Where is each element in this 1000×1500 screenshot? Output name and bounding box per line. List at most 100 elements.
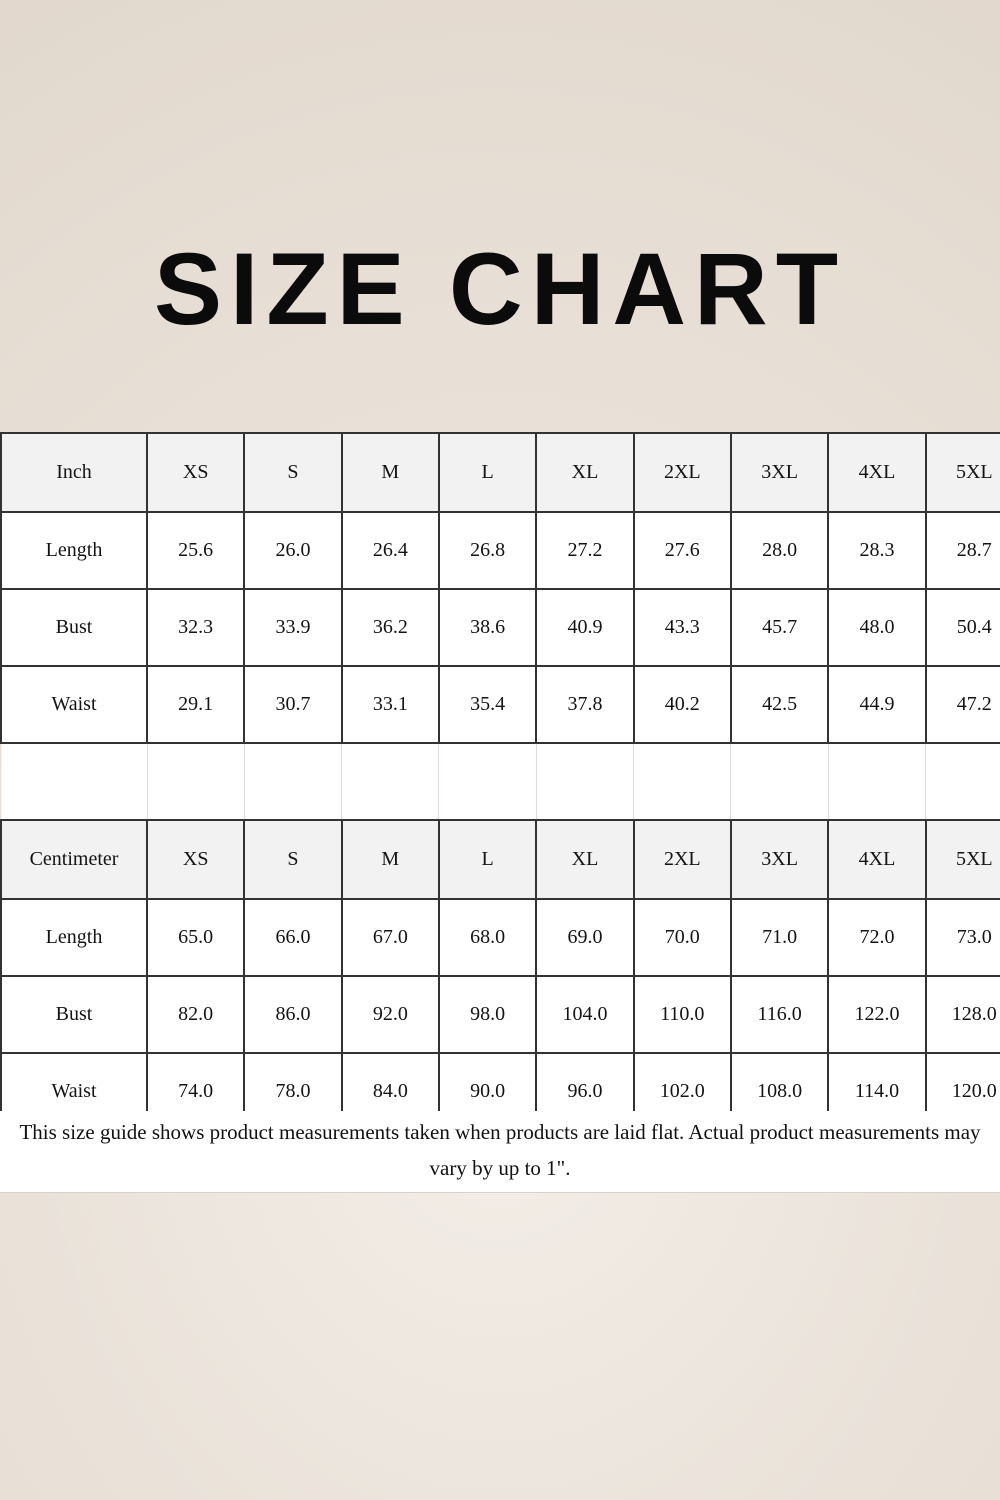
measure-label-cell: Waist: [0, 1052, 148, 1111]
inch-bust-row: Bust 32.3 33.9 36.2 38.6 40.9 43.3 45.7 …: [0, 588, 1000, 667]
measurement-cell: 27.6: [632, 511, 732, 590]
measurement-cell: 114.0: [827, 1052, 927, 1111]
measurement-cell: 110.0: [632, 975, 732, 1054]
measurement-cell: 104.0: [535, 975, 635, 1054]
measurement-cell: 69.0: [535, 898, 635, 977]
size-header-cell: M: [340, 432, 440, 513]
measurement-cell: 96.0: [535, 1052, 635, 1111]
measurement-cell: 102.0: [632, 1052, 732, 1111]
measurement-cell: 65.0: [145, 898, 246, 977]
size-header-cell: S: [243, 432, 343, 513]
size-header-cell: 5XL: [924, 819, 1000, 900]
centimeter-length-row: Length 65.0 66.0 67.0 68.0 69.0 70.0 71.…: [0, 898, 1000, 977]
spacer-cell: [341, 742, 440, 821]
measurement-cell: 36.2: [340, 588, 440, 667]
measurement-cell: 25.6: [145, 511, 246, 590]
measurement-cell: 84.0: [340, 1052, 440, 1111]
measurement-cell: 92.0: [340, 975, 440, 1054]
measurement-cell: 86.0: [243, 975, 343, 1054]
measurement-cell: 28.7: [924, 511, 1000, 590]
measurement-cell: 48.0: [827, 588, 927, 667]
measurement-cell: 82.0: [145, 975, 246, 1054]
size-header-cell: XS: [145, 819, 246, 900]
size-header-cell: XS: [145, 432, 246, 513]
measurement-cell: 47.2: [924, 665, 1000, 744]
measurement-cell: 37.8: [535, 665, 635, 744]
measurement-cell: 35.4: [437, 665, 538, 744]
measurement-cell: 70.0: [632, 898, 732, 977]
centimeter-waist-row: Waist 74.0 78.0 84.0 90.0 96.0 102.0 108…: [0, 1052, 1000, 1111]
spacer-cell: [535, 742, 635, 821]
measure-label-cell: Bust: [0, 975, 148, 1054]
measurement-cell: 128.0: [924, 975, 1000, 1054]
measurement-cell: 67.0: [340, 898, 440, 977]
measurement-cell: 98.0: [437, 975, 538, 1054]
size-header-cell: 3XL: [729, 432, 830, 513]
spacer-cell: [438, 742, 537, 821]
measure-label-cell: Bust: [0, 588, 148, 667]
measurement-cell: 32.3: [145, 588, 246, 667]
spacer-cell: [827, 742, 927, 821]
inch-waist-row: Waist 29.1 30.7 33.1 35.4 37.8 40.2 42.5…: [0, 665, 1000, 744]
spacer-cell: [146, 742, 245, 821]
measurement-cell: 33.9: [243, 588, 343, 667]
inch-length-row: Length 25.6 26.0 26.4 26.8 27.2 27.6 28.…: [0, 511, 1000, 590]
measurement-cell: 42.5: [729, 665, 830, 744]
size-header-cell: 5XL: [924, 432, 1000, 513]
measurement-cell: 120.0: [924, 1052, 1000, 1111]
measurement-cell: 40.9: [535, 588, 635, 667]
size-header-cell: XL: [535, 819, 635, 900]
spacer-cell: [0, 742, 148, 821]
measurement-cell: 30.7: [243, 665, 343, 744]
measurement-cell: 66.0: [243, 898, 343, 977]
measurement-cell: 28.3: [827, 511, 927, 590]
size-header-cell: XL: [535, 432, 635, 513]
size-header-cell: 3XL: [729, 819, 830, 900]
measurement-cell: 38.6: [437, 588, 538, 667]
spacer-row: [0, 742, 1000, 821]
size-header-cell: L: [437, 819, 538, 900]
measurement-cell: 26.8: [437, 511, 538, 590]
measure-label-cell: Length: [0, 898, 148, 977]
measure-label-cell: Waist: [0, 665, 148, 744]
measurement-cell: 44.9: [827, 665, 927, 744]
spacer-cell: [925, 742, 1000, 821]
spacer-cell: [633, 742, 732, 821]
unit-header-cell: Inch: [0, 432, 148, 513]
size-chart-tables: Inch XS S M L XL 2XL 3XL 4XL 5XL Length …: [0, 432, 1000, 1111]
measurement-cell: 26.4: [340, 511, 440, 590]
size-table: Inch XS S M L XL 2XL 3XL 4XL 5XL Length …: [0, 432, 1000, 1111]
size-header-cell: 4XL: [827, 819, 927, 900]
measurement-cell: 33.1: [340, 665, 440, 744]
spacer-cell: [243, 742, 343, 821]
size-header-cell: 2XL: [632, 819, 732, 900]
measurement-cell: 74.0: [145, 1052, 246, 1111]
measurement-cell: 90.0: [437, 1052, 538, 1111]
measurement-cell: 26.0: [243, 511, 343, 590]
centimeter-bust-row: Bust 82.0 86.0 92.0 98.0 104.0 110.0 116…: [0, 975, 1000, 1054]
size-header-cell: 4XL: [827, 432, 927, 513]
measurement-cell: 50.4: [924, 588, 1000, 667]
measurement-cell: 73.0: [924, 898, 1000, 977]
measurement-cell: 28.0: [729, 511, 830, 590]
measurement-cell: 68.0: [437, 898, 538, 977]
measurement-cell: 72.0: [827, 898, 927, 977]
centimeter-header-row: Centimeter XS S M L XL 2XL 3XL 4XL 5XL: [0, 819, 1000, 900]
measurement-cell: 108.0: [729, 1052, 830, 1111]
size-header-cell: M: [340, 819, 440, 900]
size-header-cell: S: [243, 819, 343, 900]
unit-header-cell: Centimeter: [0, 819, 148, 900]
measurement-cell: 27.2: [535, 511, 635, 590]
inch-header-row: Inch XS S M L XL 2XL 3XL 4XL 5XL: [0, 432, 1000, 513]
size-header-cell: 2XL: [632, 432, 732, 513]
footnote: This size guide shows product measuremen…: [0, 1111, 1000, 1193]
page-title: SIZE CHART: [154, 232, 846, 346]
measurement-cell: 122.0: [827, 975, 927, 1054]
measure-label-cell: Length: [0, 511, 148, 590]
measurement-cell: 40.2: [632, 665, 732, 744]
measurement-cell: 71.0: [729, 898, 830, 977]
spacer-cell: [730, 742, 829, 821]
measurement-cell: 45.7: [729, 588, 830, 667]
measurement-cell: 29.1: [145, 665, 246, 744]
